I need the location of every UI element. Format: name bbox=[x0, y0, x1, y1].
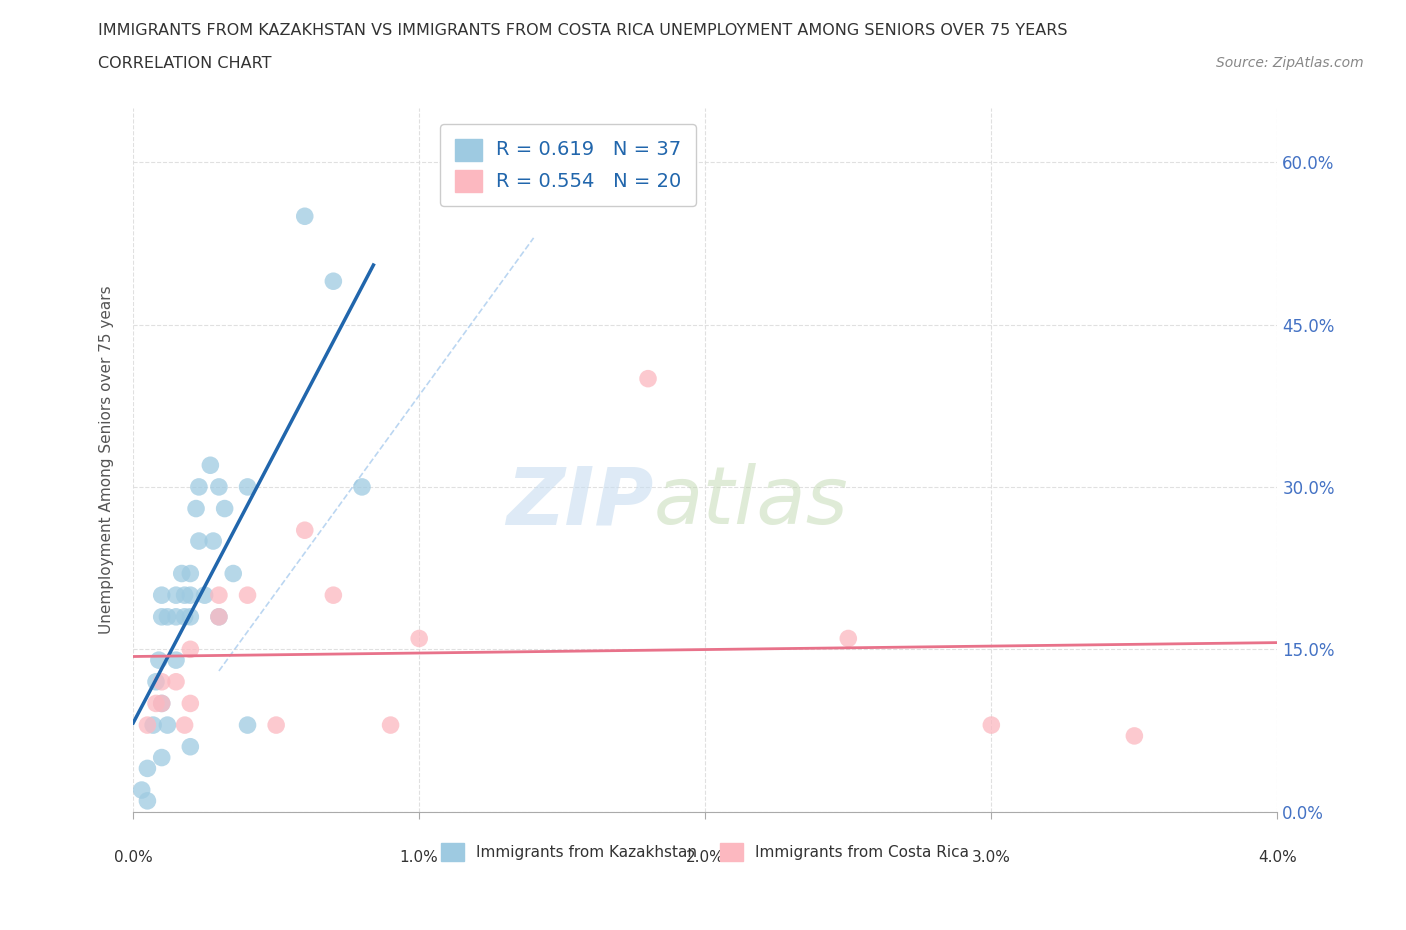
Point bbox=[165, 588, 187, 603]
Text: 3.0%: 3.0% bbox=[972, 850, 1011, 866]
Point bbox=[179, 696, 201, 711]
Point bbox=[165, 653, 187, 668]
Point bbox=[131, 783, 153, 798]
Point bbox=[173, 718, 195, 733]
Point bbox=[156, 718, 179, 733]
Point bbox=[408, 631, 430, 646]
Point bbox=[208, 588, 231, 603]
Point bbox=[145, 696, 167, 711]
Point bbox=[173, 609, 195, 624]
Point bbox=[136, 718, 159, 733]
Text: 0.0%: 0.0% bbox=[114, 850, 152, 866]
Point bbox=[294, 523, 316, 538]
Point bbox=[179, 588, 201, 603]
Point bbox=[142, 718, 165, 733]
Point bbox=[136, 793, 159, 808]
Point bbox=[208, 480, 231, 495]
Text: 1.0%: 1.0% bbox=[399, 850, 439, 866]
Point bbox=[179, 609, 201, 624]
Point bbox=[236, 480, 259, 495]
Point bbox=[322, 588, 344, 603]
Point bbox=[637, 371, 659, 386]
Y-axis label: Unemployment Among Seniors over 75 years: Unemployment Among Seniors over 75 years bbox=[100, 286, 114, 634]
Point bbox=[214, 501, 236, 516]
Point bbox=[194, 588, 217, 603]
Point bbox=[150, 751, 173, 765]
Point bbox=[294, 209, 316, 224]
Point bbox=[187, 534, 209, 549]
Point bbox=[1123, 728, 1146, 743]
Point bbox=[200, 458, 222, 472]
Point bbox=[165, 674, 187, 689]
Point bbox=[145, 674, 167, 689]
Point bbox=[980, 718, 1002, 733]
Point bbox=[187, 480, 209, 495]
Text: CORRELATION CHART: CORRELATION CHART bbox=[98, 56, 271, 71]
Point bbox=[179, 642, 201, 657]
Point bbox=[184, 501, 207, 516]
Point bbox=[136, 761, 159, 776]
Text: ZIP: ZIP bbox=[506, 463, 654, 541]
Text: IMMIGRANTS FROM KAZAKHSTAN VS IMMIGRANTS FROM COSTA RICA UNEMPLOYMENT AMONG SENI: IMMIGRANTS FROM KAZAKHSTAN VS IMMIGRANTS… bbox=[98, 23, 1069, 38]
Point bbox=[150, 696, 173, 711]
Point bbox=[322, 273, 344, 288]
Text: 4.0%: 4.0% bbox=[1258, 850, 1296, 866]
Point bbox=[202, 534, 225, 549]
Text: Source: ZipAtlas.com: Source: ZipAtlas.com bbox=[1216, 56, 1364, 70]
Point bbox=[208, 609, 231, 624]
Point bbox=[380, 718, 402, 733]
Point bbox=[170, 566, 193, 581]
Point bbox=[236, 588, 259, 603]
Point bbox=[208, 609, 231, 624]
Point bbox=[148, 653, 170, 668]
Point bbox=[165, 609, 187, 624]
Legend: Immigrants from Kazakhstan, Immigrants from Costa Rica: Immigrants from Kazakhstan, Immigrants f… bbox=[434, 836, 976, 868]
Point bbox=[179, 566, 201, 581]
Point bbox=[150, 588, 173, 603]
Point bbox=[222, 566, 245, 581]
Point bbox=[156, 609, 179, 624]
Point bbox=[173, 588, 195, 603]
Point bbox=[264, 718, 287, 733]
Point bbox=[236, 718, 259, 733]
Text: atlas: atlas bbox=[654, 463, 848, 541]
Point bbox=[179, 739, 201, 754]
Point bbox=[150, 609, 173, 624]
Point bbox=[150, 674, 173, 689]
Point bbox=[150, 696, 173, 711]
Point bbox=[350, 480, 373, 495]
Point bbox=[837, 631, 859, 646]
Text: 2.0%: 2.0% bbox=[686, 850, 724, 866]
